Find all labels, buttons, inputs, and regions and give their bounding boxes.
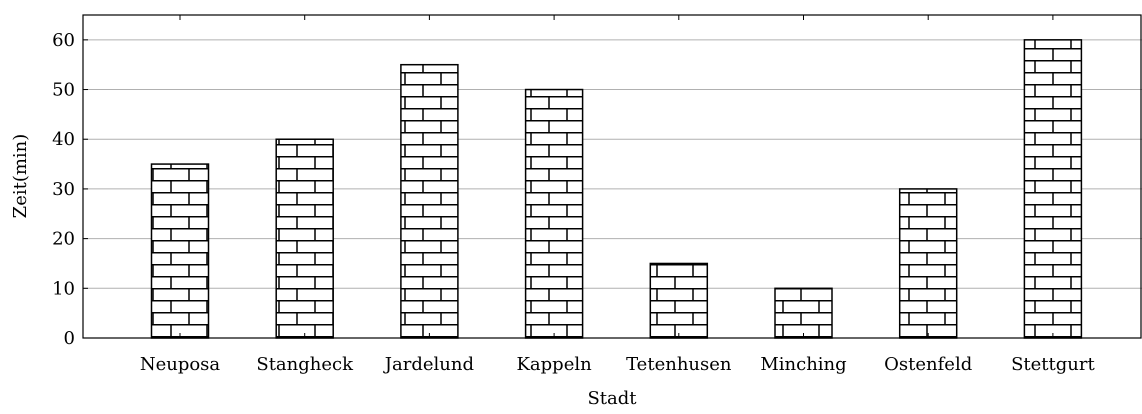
bar-stangheck: [275, 138, 334, 339]
x-tick-label: Neuposa: [140, 354, 221, 375]
y-tick-label: 0: [64, 328, 75, 349]
bar-stettgurt: [1023, 39, 1083, 339]
bar-minching: [774, 287, 833, 339]
bar-ostenfeld: [898, 188, 958, 339]
y-tick-label: 10: [52, 278, 75, 299]
axes: [82, 14, 1142, 339]
bars: [150, 39, 1083, 339]
y-tick-label: 60: [52, 30, 75, 51]
bar-jardelund: [400, 63, 459, 339]
x-axis-title: Stadt: [587, 388, 637, 409]
tick-labels: 0 10 20 30 40 50 60 Neuposa Stangheck Jardelund Ka…: [52, 30, 1095, 375]
x-tick-label: Stangheck: [256, 354, 354, 375]
y-tick-label: 20: [52, 229, 75, 250]
y-axis-title: Zeit(min): [10, 134, 31, 219]
y-tick-label: 40: [52, 129, 75, 150]
grid-lines: [83, 39, 1142, 289]
bar-neuposa: [150, 163, 210, 339]
bar-tetenhusen: [649, 262, 709, 339]
x-tick-label: Stettgurt: [1011, 354, 1095, 375]
y-tick-label: 30: [52, 179, 75, 200]
x-tick-label: Kappeln: [516, 354, 592, 375]
x-tick-label: Minching: [760, 354, 846, 375]
plot-frame: [82, 14, 1142, 339]
x-tick-label: Tetenhusen: [626, 354, 732, 375]
y-tick-label: 50: [52, 80, 75, 101]
x-tick-label: Ostenfeld: [884, 354, 972, 375]
bar-kappeln: [524, 88, 584, 339]
x-tick-label: Jardelund: [383, 354, 474, 375]
